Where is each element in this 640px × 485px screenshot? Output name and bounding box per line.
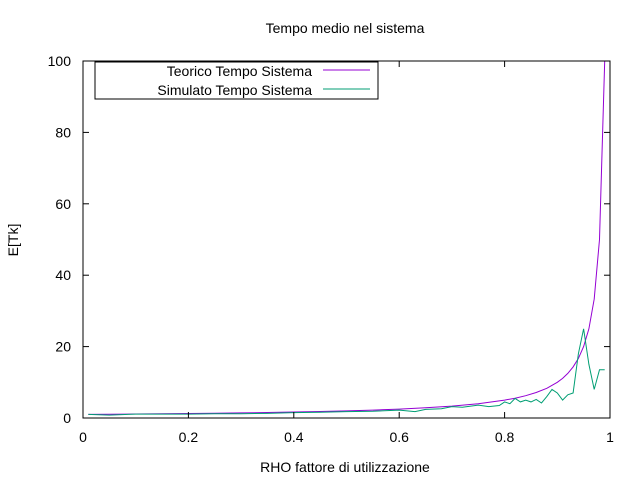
plot-frame bbox=[82, 60, 611, 419]
x-tick-label: 0.4 bbox=[284, 429, 304, 445]
x-tick-label: 0.6 bbox=[389, 429, 409, 445]
chart-title: Tempo medio nel sistema bbox=[266, 20, 425, 36]
legend-label: Teorico Tempo Sistema bbox=[167, 63, 312, 79]
y-tick-label: 20 bbox=[55, 339, 71, 355]
legend-box bbox=[94, 61, 379, 100]
y-tick-label: 80 bbox=[55, 124, 71, 140]
y-tick-label: 100 bbox=[48, 53, 72, 69]
series-line-0 bbox=[88, 60, 606, 415]
x-tick-label: 1 bbox=[606, 429, 614, 445]
series-line-1 bbox=[88, 328, 605, 416]
y-tick-label: 60 bbox=[55, 196, 71, 212]
x-tick-label: 0.8 bbox=[495, 429, 515, 445]
y-tick-label: 0 bbox=[63, 410, 71, 426]
series-layer bbox=[88, 60, 606, 416]
y-axis-title: E[Tk] bbox=[5, 224, 21, 257]
axis-ticks: 0 0.2 0.4 0.6 0.8 1 0 20 40 60 80 100 bbox=[48, 53, 614, 445]
x-tick-label: 0 bbox=[79, 429, 87, 445]
legend-label: Simulato Tempo Sistema bbox=[157, 82, 312, 98]
y-tick-label: 40 bbox=[55, 267, 71, 283]
x-axis-title: RHO fattore di utilizzazione bbox=[260, 459, 430, 475]
x-tick-label: 0.2 bbox=[179, 429, 199, 445]
legend: Teorico Tempo Sistema Simulato Tempo Sist… bbox=[94, 61, 379, 100]
